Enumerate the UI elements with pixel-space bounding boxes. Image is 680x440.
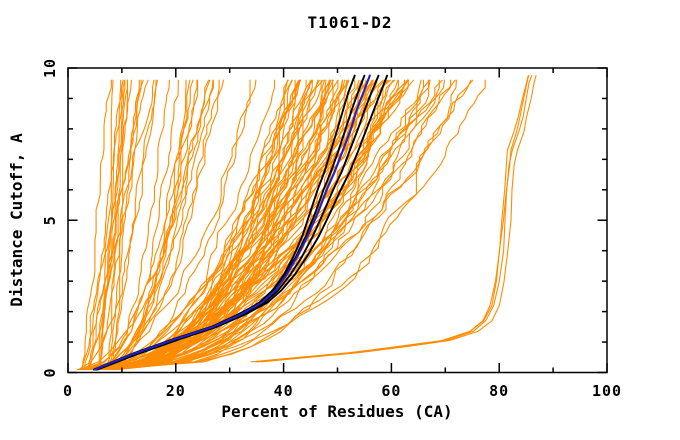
prediction-curve bbox=[102, 79, 296, 371]
x-axis-label: Percent of Residues (CA) bbox=[221, 402, 452, 421]
prediction-curve bbox=[110, 79, 319, 371]
prediction-curve bbox=[80, 79, 124, 371]
prediction-curve bbox=[101, 79, 456, 371]
prediction-curve bbox=[87, 79, 198, 371]
plot-title: T1061-D2 bbox=[307, 13, 392, 32]
prediction-curve bbox=[101, 79, 330, 371]
prediction-curve bbox=[83, 79, 443, 371]
prediction-curve bbox=[78, 79, 157, 371]
prediction-curve bbox=[81, 79, 396, 371]
prediction-curve bbox=[84, 79, 422, 371]
prediction-curve bbox=[85, 79, 194, 371]
y-tick-label: 0 bbox=[41, 367, 59, 377]
x-tick-label: 100 bbox=[592, 382, 622, 400]
curves-layer bbox=[76, 74, 537, 371]
y-axis-label: Distance Cutoff, A bbox=[7, 133, 26, 307]
prediction-curve bbox=[93, 79, 472, 371]
y-tick-label: 10 bbox=[41, 58, 59, 78]
prediction-curve bbox=[104, 79, 440, 371]
prediction-curve bbox=[110, 79, 344, 371]
prediction-curve bbox=[98, 79, 126, 371]
prediction-curve bbox=[97, 79, 225, 371]
prediction-curve bbox=[115, 79, 362, 371]
prediction-curve bbox=[100, 79, 155, 371]
prediction-curve bbox=[91, 79, 276, 371]
prediction-curve bbox=[88, 79, 474, 371]
x-tick-label: 60 bbox=[381, 382, 401, 400]
prediction-curve bbox=[87, 79, 149, 371]
prediction-curve bbox=[98, 79, 114, 371]
x-tick-label: 80 bbox=[489, 382, 509, 400]
prediction-curve bbox=[105, 79, 326, 371]
prediction-curve bbox=[108, 79, 327, 371]
outlier-curve bbox=[260, 75, 537, 363]
prediction-curve bbox=[100, 79, 199, 371]
prediction-curve bbox=[91, 79, 251, 371]
prediction-curve bbox=[103, 79, 332, 371]
prediction-curve bbox=[89, 79, 142, 371]
prediction-curve bbox=[83, 79, 370, 371]
prediction-curve bbox=[91, 79, 486, 371]
prediction-curve bbox=[81, 79, 112, 371]
axes-layer bbox=[67, 67, 608, 374]
prediction-curve bbox=[105, 79, 214, 371]
prediction-curve bbox=[105, 79, 457, 371]
prediction-curve bbox=[107, 79, 158, 371]
x-tick-label: 40 bbox=[274, 382, 294, 400]
prediction-curve bbox=[89, 79, 220, 371]
prediction-curve bbox=[79, 79, 214, 371]
x-tick-label: 20 bbox=[166, 382, 186, 400]
prediction-curve bbox=[92, 79, 170, 371]
x-tick-label: 0 bbox=[63, 382, 73, 400]
prediction-curve bbox=[99, 79, 424, 371]
prediction-curve bbox=[98, 79, 122, 371]
prediction-curve bbox=[76, 79, 289, 371]
prediction-curve bbox=[81, 79, 211, 371]
highlight-curve-blue bbox=[93, 74, 371, 371]
tick-labels-layer: 0 20 40 60 80 100 0 5 10 bbox=[41, 58, 622, 400]
prediction-curve bbox=[96, 79, 409, 371]
prediction-curve bbox=[81, 79, 324, 371]
prediction-curve bbox=[86, 79, 320, 371]
prediction-curve bbox=[86, 79, 257, 371]
y-tick-label: 5 bbox=[41, 215, 59, 225]
prediction-curve bbox=[100, 79, 313, 371]
prediction-curve bbox=[115, 79, 388, 371]
highlight-curve-black bbox=[96, 74, 389, 371]
